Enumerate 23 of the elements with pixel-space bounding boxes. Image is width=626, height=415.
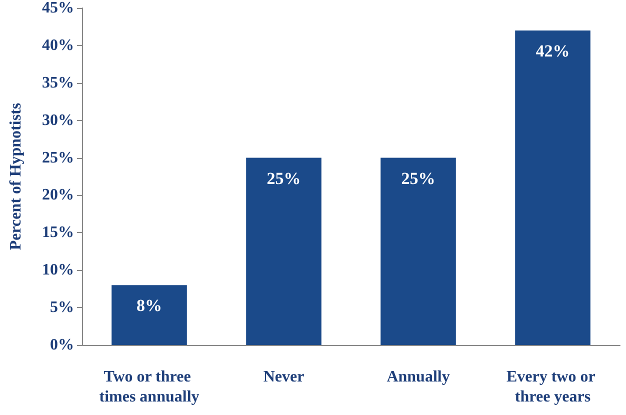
y-tick-label: 25% [42,149,74,166]
y-tick-label: 40% [42,36,74,54]
bar [112,285,187,345]
y-tick-label: 30% [42,112,74,129]
bar [515,30,590,345]
data-label: 25% [266,168,301,188]
x-tick-label: Every two or three years [506,368,600,406]
x-tick-label: Two or three times annually [99,368,200,406]
y-tick-label: 0% [50,336,74,354]
x-tick-label: Never [263,368,304,386]
data-label: 25% [401,168,436,188]
data-label: 8% [136,296,162,316]
data-label: 42% [536,41,570,60]
y-tick-label: 10% [42,262,74,279]
bar [380,158,456,345]
y-tick-label: 15% [42,224,74,242]
y-tick-label: 5% [50,299,74,316]
bar [246,158,322,345]
y-tick-label: 20% [42,186,74,204]
y-tick-label: 35% [42,74,74,92]
y-tick-label: 45% [42,0,74,16]
x-tick-label: Annually [386,368,450,386]
y-axis-title: Percent of Hypnotists [8,102,24,250]
